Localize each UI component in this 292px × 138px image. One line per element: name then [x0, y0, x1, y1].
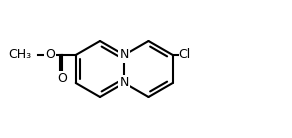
Text: Cl: Cl — [179, 48, 191, 62]
Text: N: N — [119, 48, 129, 62]
Text: O: O — [57, 72, 67, 86]
Text: N: N — [119, 76, 129, 90]
Text: O: O — [45, 48, 55, 62]
Text: CH₃: CH₃ — [9, 48, 32, 62]
